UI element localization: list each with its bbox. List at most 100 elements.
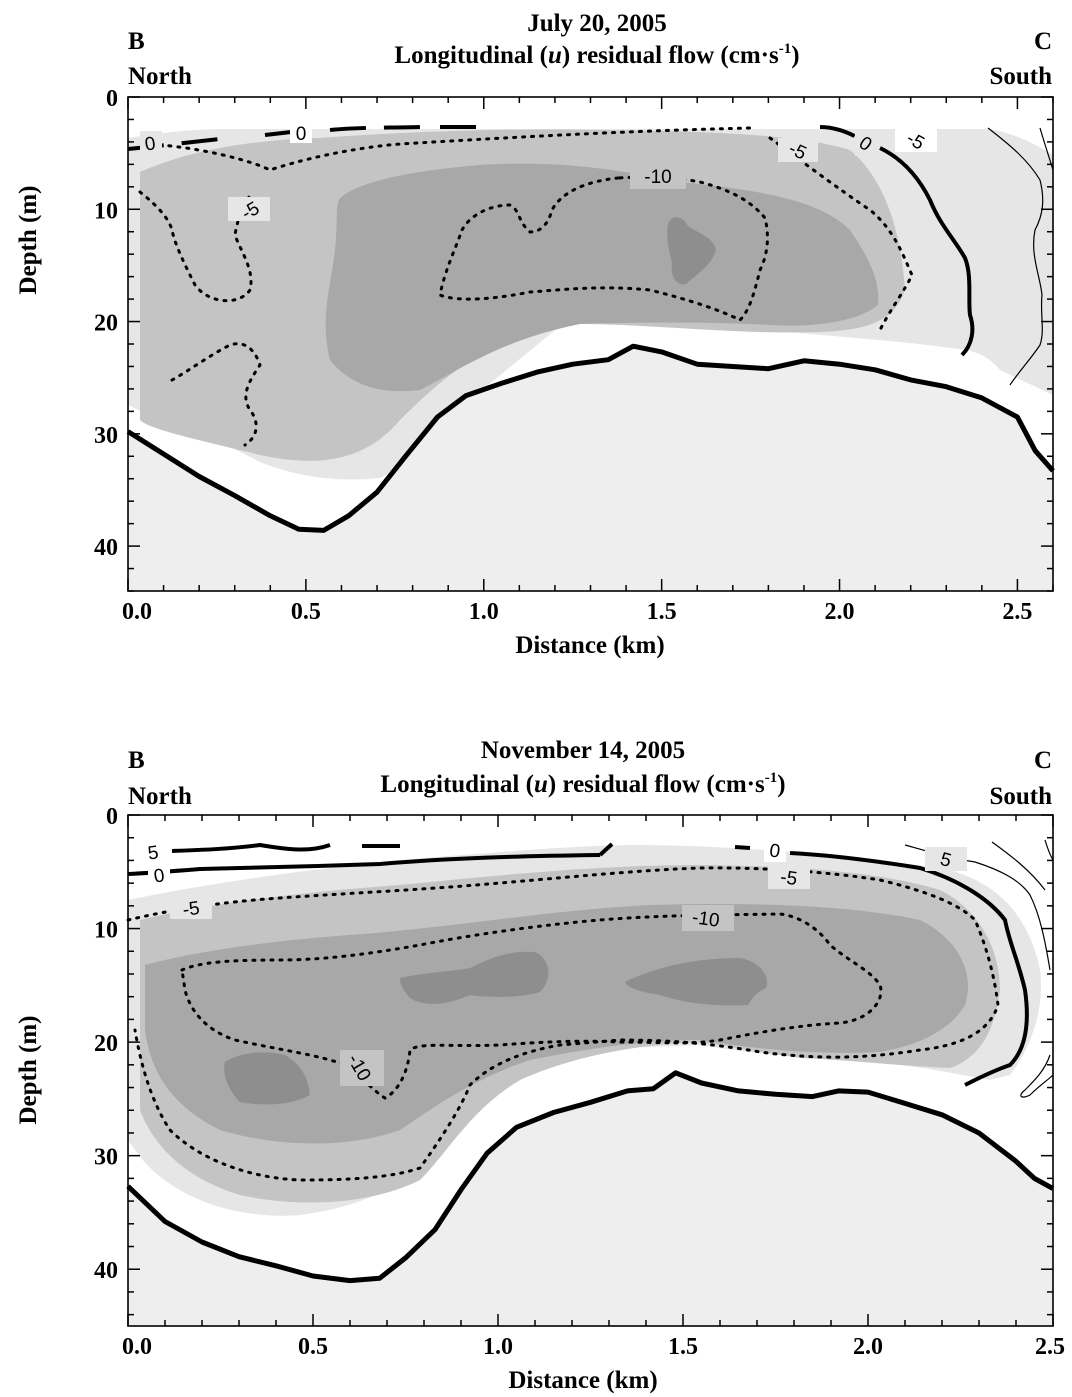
top-y-axis-label: Depth (m) bbox=[15, 185, 42, 294]
top-fill-10-to-15 bbox=[325, 163, 879, 392]
x-tick-label: 2.0 bbox=[853, 1334, 883, 1360]
bottom-contour-label: -10 bbox=[691, 907, 721, 932]
bottom-seabed bbox=[128, 1072, 1053, 1326]
top-seabed-line bbox=[126, 343, 1055, 533]
bottom-left-direction: North bbox=[128, 783, 192, 810]
top-contour-label: -10 bbox=[644, 167, 671, 188]
top-clabel-bg-7 bbox=[895, 128, 937, 152]
y-tick-label: 40 bbox=[94, 1258, 118, 1284]
bottom-contour-thin bbox=[904, 839, 1054, 1098]
bottom-right-direction: South bbox=[989, 783, 1052, 810]
top-clabel-bg-5 bbox=[778, 138, 818, 162]
x-tick-label: 1.5 bbox=[647, 599, 677, 625]
top-x-axis-label: Distance (km) bbox=[515, 632, 664, 659]
bottom-fill-15-to-20-a bbox=[224, 1052, 310, 1105]
top-fill-15-to-20 bbox=[667, 217, 716, 285]
top-title-close: ) bbox=[791, 42, 799, 69]
y-tick-label: 30 bbox=[94, 1145, 118, 1171]
y-tick-label: 0 bbox=[106, 86, 118, 112]
y-tick-label: 0 bbox=[106, 804, 118, 830]
bottom-panel: November 14, 2005 Longitudinal (u) resid… bbox=[15, 737, 1065, 1394]
top-contour-minus10-dotted bbox=[438, 175, 769, 322]
bottom-title-prefix: Longitudinal ( bbox=[380, 771, 534, 798]
top-clabel-bg-6 bbox=[630, 163, 686, 189]
top-contour-label: 0 bbox=[296, 124, 307, 145]
top-contour-label: 0 bbox=[144, 133, 157, 155]
bottom-contour-label: 5 bbox=[147, 842, 160, 864]
top-title-var: u bbox=[548, 42, 562, 69]
x-tick-label: 0.0 bbox=[122, 599, 152, 625]
top-contour-labels: 0 0 0 -5 -5 -10 -5 bbox=[140, 119, 937, 225]
bottom-clabel-bg-8 bbox=[340, 1050, 384, 1086]
x-tick-label: 0.5 bbox=[298, 1334, 328, 1360]
top-clabel-bg-1 bbox=[140, 131, 162, 157]
top-right-station: C bbox=[1034, 28, 1052, 55]
bottom-ticks bbox=[127, 814, 1054, 1326]
bottom-title-exp: -1 bbox=[765, 770, 778, 786]
bottom-fill-15-to-20-c bbox=[625, 958, 767, 1006]
bottom-fill-15-to-20-b bbox=[400, 951, 549, 1004]
bottom-contour-label: -5 bbox=[181, 898, 201, 921]
bottom-contour-5-top bbox=[171, 842, 614, 857]
bottom-clabel-bg-5 bbox=[764, 838, 786, 862]
bottom-clabel-bg-3 bbox=[170, 895, 212, 919]
bottom-contour-label: 0 bbox=[153, 865, 166, 887]
top-right-direction: South bbox=[989, 63, 1052, 90]
x-tick-label: 0.0 bbox=[122, 1334, 152, 1360]
y-tick-label: 30 bbox=[94, 423, 118, 449]
bottom-clabel-bg-1 bbox=[142, 840, 164, 864]
bottom-contour-minus10-dotted bbox=[180, 912, 883, 1100]
bottom-contour-minus5-dotted bbox=[126, 866, 1000, 1182]
bottom-tick-labels: 0.0 0.5 1.0 1.5 2.0 2.5 0 10 20 30 40 bbox=[94, 804, 1065, 1360]
top-clabel-bg-4 bbox=[228, 197, 270, 221]
bottom-contour-label: -5 bbox=[779, 867, 799, 890]
top-ticks bbox=[127, 96, 1054, 592]
top-left-station: B bbox=[128, 28, 145, 55]
bottom-seabed-line bbox=[126, 1070, 1055, 1284]
top-contour-0-dashed bbox=[127, 125, 862, 151]
top-title-exp: -1 bbox=[779, 41, 792, 57]
bottom-title-close: ) bbox=[777, 771, 785, 798]
bottom-plot-area: 5 0 -5 -10 0 -5 5 -10 bbox=[126, 814, 1055, 1327]
x-tick-label: 2.5 bbox=[1002, 599, 1032, 625]
top-shading bbox=[128, 128, 1053, 480]
top-title-suffix: ) residual flow (cm·s bbox=[562, 42, 779, 69]
bottom-clabel-bg-4 bbox=[682, 905, 734, 931]
top-clabel-bg-2 bbox=[290, 119, 312, 143]
top-contour-minus5-thin bbox=[987, 127, 1054, 386]
top-contour-0-solid bbox=[879, 146, 975, 357]
y-tick-label: 20 bbox=[94, 1031, 118, 1057]
bottom-plot-frame bbox=[127, 814, 1054, 1327]
y-tick-label: 10 bbox=[94, 918, 118, 944]
bottom-x-axis-label: Distance (km) bbox=[508, 1367, 657, 1394]
bottom-clabel-bg-2 bbox=[148, 863, 170, 887]
top-date: July 20, 2005 bbox=[527, 10, 667, 37]
top-left-direction: North bbox=[128, 63, 192, 90]
top-clabel-bg-3 bbox=[855, 132, 877, 156]
top-title-prefix: Longitudinal ( bbox=[394, 42, 548, 69]
bottom-clabel-bg-7 bbox=[925, 847, 967, 871]
top-seabed bbox=[128, 346, 1053, 591]
top-title: Longitudinal (u) residual flow (cm·s-1) bbox=[394, 41, 799, 69]
bottom-title-var: u bbox=[534, 771, 548, 798]
top-contours bbox=[127, 125, 1054, 447]
bottom-contour-label: 5 bbox=[938, 849, 954, 872]
bottom-contour-labels: 5 0 -5 -10 0 -5 5 -10 bbox=[142, 838, 967, 1086]
bottom-contour-0 bbox=[127, 845, 1029, 1087]
x-tick-label: 2.5 bbox=[1035, 1334, 1065, 1360]
y-tick-label: 40 bbox=[94, 535, 118, 561]
bottom-right-station: C bbox=[1034, 747, 1052, 774]
y-tick-label: 20 bbox=[94, 311, 118, 337]
x-tick-label: 1.0 bbox=[469, 599, 499, 625]
top-plot-area: 0 0 0 -5 -5 -10 -5 bbox=[126, 96, 1055, 592]
bottom-y-axis-label: Depth (m) bbox=[15, 1015, 42, 1124]
bottom-title: Longitudinal (u) residual flow (cm·s-1) bbox=[380, 770, 785, 798]
y-tick-label: 10 bbox=[94, 198, 118, 224]
bottom-left-station: B bbox=[128, 747, 145, 774]
bottom-contours bbox=[126, 839, 1054, 1182]
x-tick-label: 1.0 bbox=[483, 1334, 513, 1360]
x-tick-label: 0.5 bbox=[291, 599, 321, 625]
bottom-contour-label: 0 bbox=[768, 840, 781, 862]
bottom-clabel-bg-6 bbox=[768, 865, 810, 889]
